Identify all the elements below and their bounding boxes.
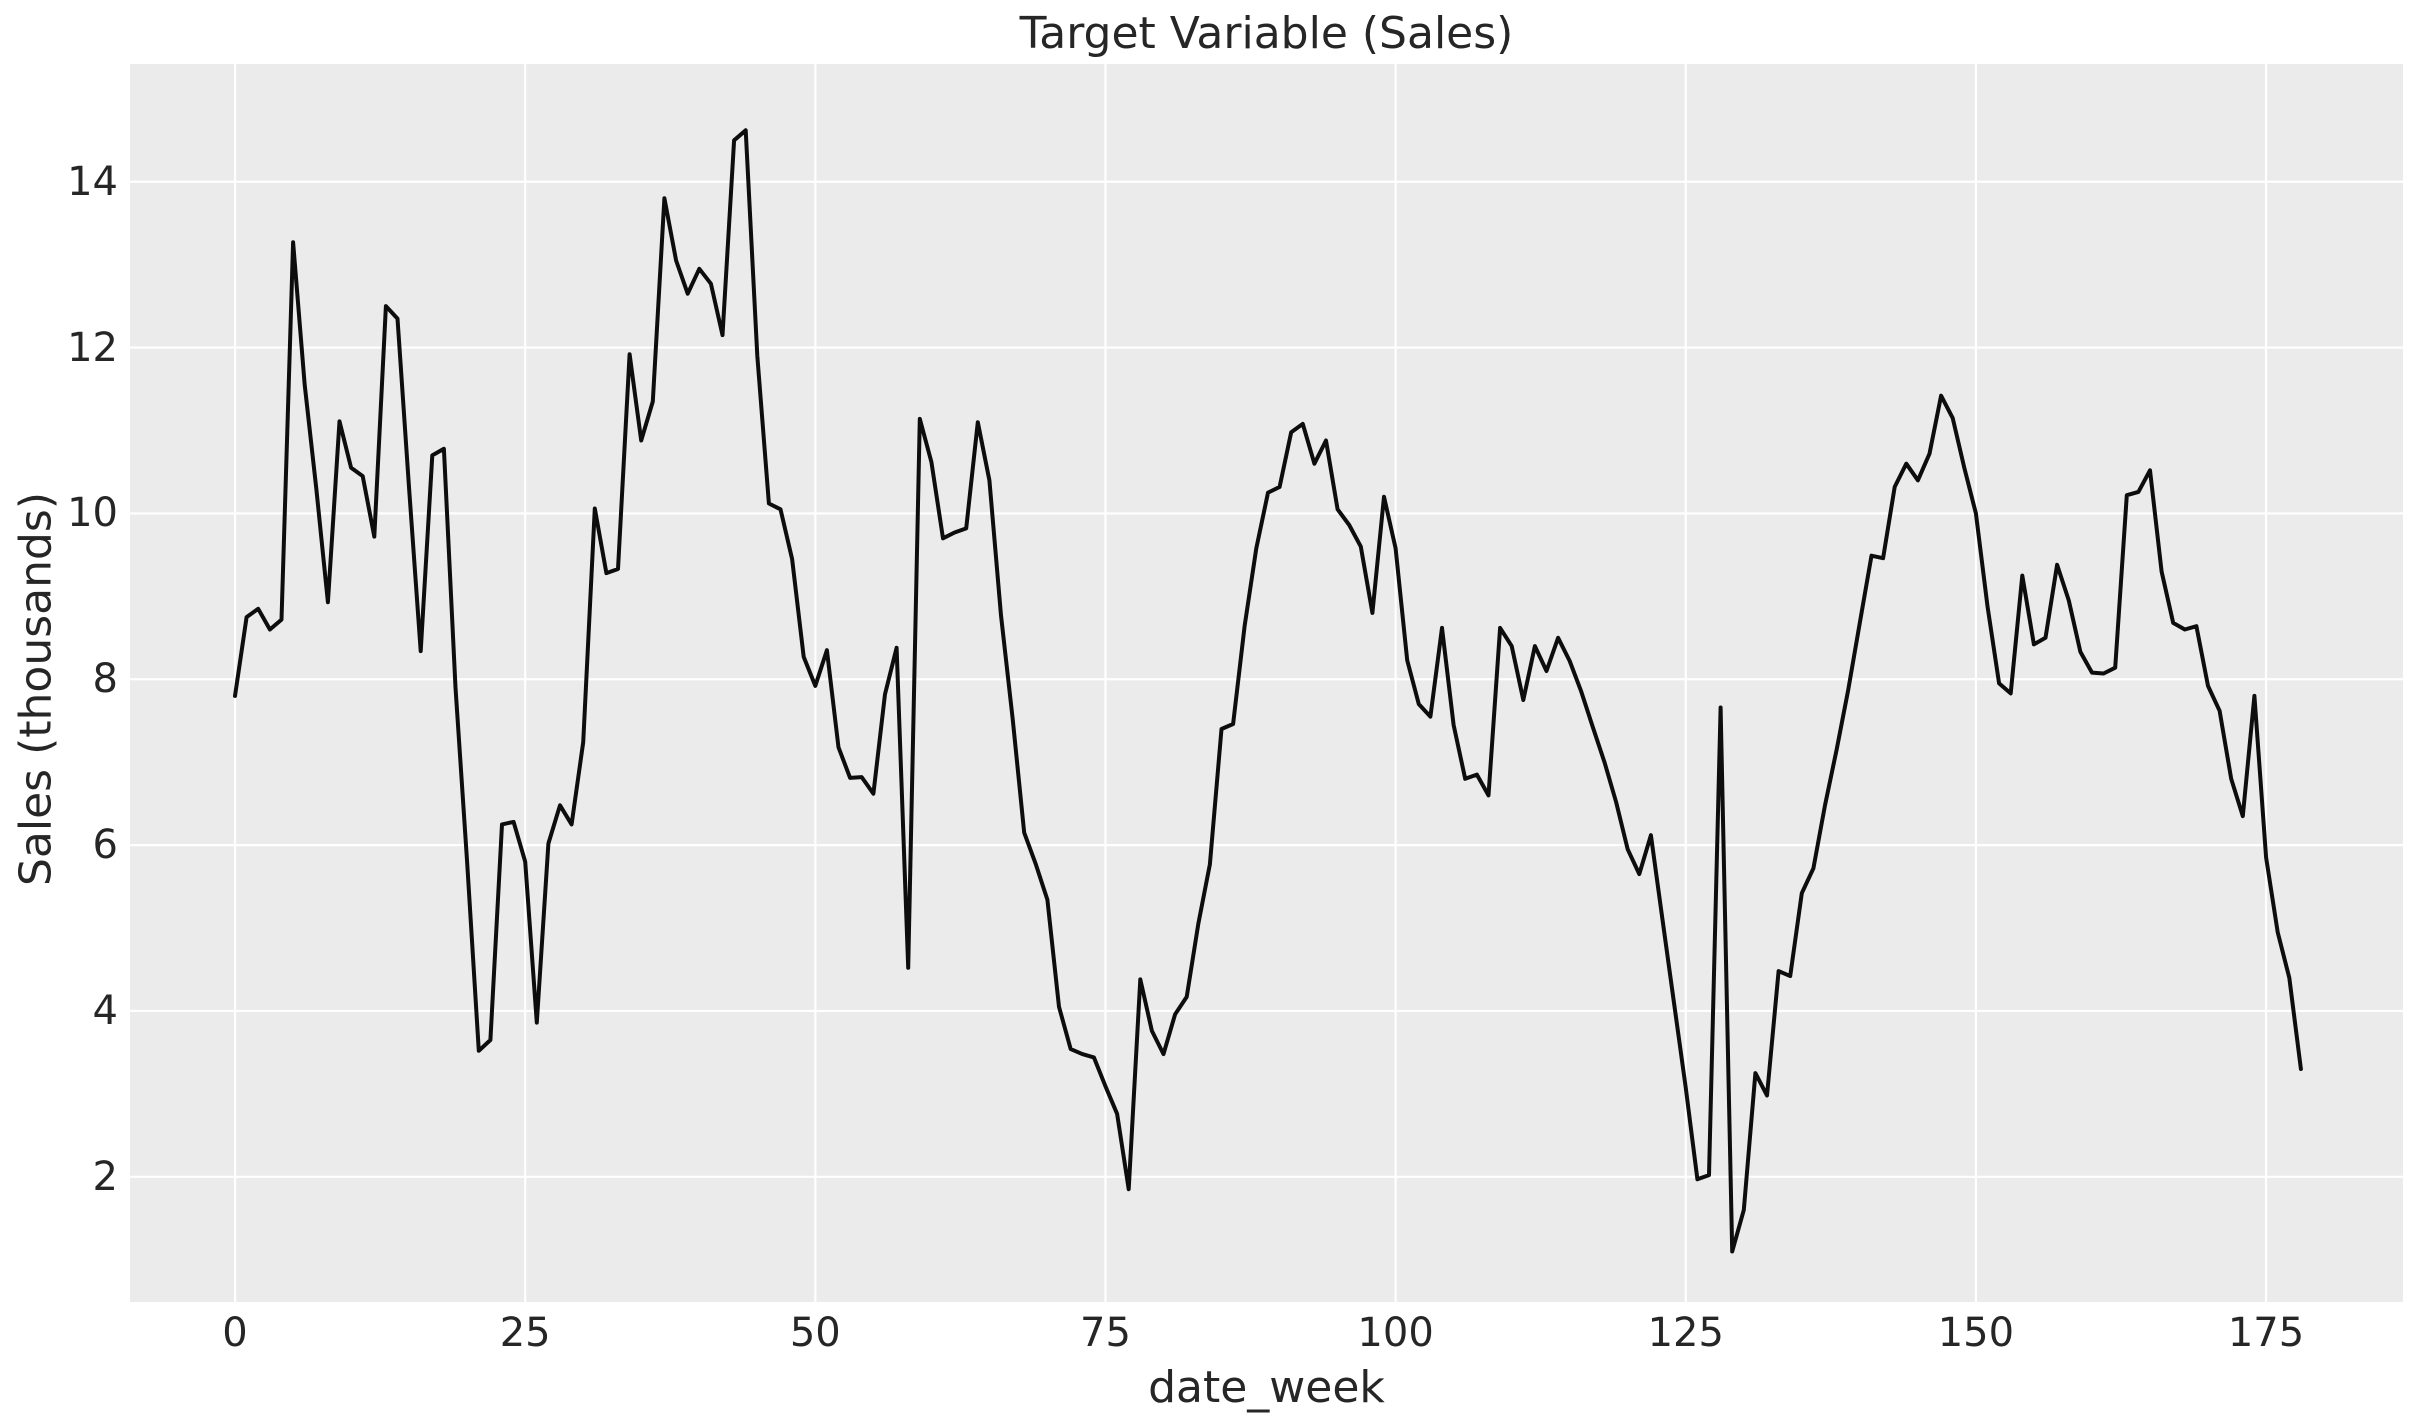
x-tick-label: 150 <box>1937 1310 2015 1356</box>
x-tick-label: 125 <box>1647 1310 1724 1356</box>
sales-line-chart <box>130 64 2403 1302</box>
y-tick-label: 10 <box>67 490 118 537</box>
x-tick-label: 175 <box>2227 1310 2305 1356</box>
y-axis-label: Sales (thousands) <box>10 491 62 887</box>
y-tick-label: 12 <box>67 324 118 371</box>
gridlines <box>130 64 2403 1302</box>
y-tick-label: 8 <box>92 656 118 703</box>
y-tick-label: 6 <box>92 822 118 869</box>
y-tick-label: 4 <box>92 987 118 1034</box>
x-axis-label: date_week <box>1148 1362 1385 1413</box>
x-tick-label: 0 <box>222 1310 248 1356</box>
x-tick-label: 75 <box>1080 1310 1131 1356</box>
x-tick-label: 25 <box>499 1310 551 1356</box>
y-tick-label: 2 <box>92 1153 118 1200</box>
y-tick-label: 14 <box>67 158 118 205</box>
chart-title: Target Variable (Sales) <box>1019 8 1514 59</box>
x-tick-label: 100 <box>1357 1310 1434 1356</box>
sales-line <box>233 128 2303 1254</box>
x-tick-label: 50 <box>789 1310 841 1356</box>
plot-area <box>130 64 2403 1302</box>
